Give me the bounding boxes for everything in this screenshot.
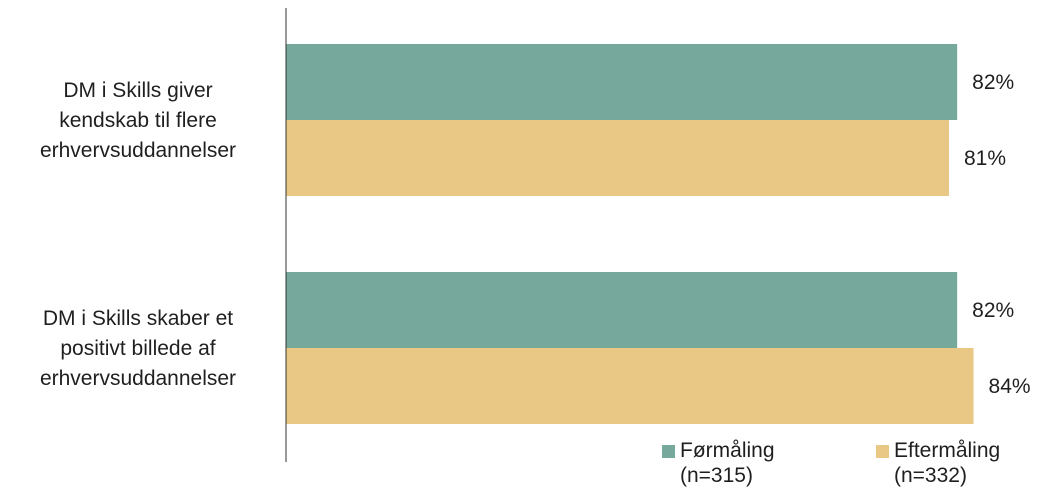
category-label-1-line-3: erhvervsuddannelser bbox=[40, 139, 236, 162]
bar-2-f-rm-ling bbox=[286, 272, 958, 348]
category-label-2: DM i Skills skaber et positivt billede af… bbox=[40, 307, 236, 390]
legend-swatch-eftermaling bbox=[876, 445, 889, 458]
category-labels-group: DM i Skills giver kendskab til flere erhve… bbox=[40, 79, 236, 390]
bars-group bbox=[286, 44, 974, 424]
legend-count-eftermaling: (n=332) bbox=[894, 464, 967, 487]
category-label-1: DM i Skills giver kendskab til flere erhve… bbox=[40, 79, 236, 162]
value-labels-group: 82% 81% 82% 84% bbox=[964, 71, 1031, 398]
category-label-1-line-2: kendskab til flere bbox=[59, 109, 217, 132]
legend-item-eftermaling: Eftermåling (n=332) bbox=[876, 438, 1000, 488]
legend-label-eftermaling: Eftermåling bbox=[894, 439, 1001, 462]
legend-label-formaling: Førmåling bbox=[680, 439, 775, 462]
legend-item-formaling: Førmåling (n=315) bbox=[662, 438, 775, 488]
legend: Førmåling (n=315) Eftermåling (n=332) bbox=[0, 438, 1048, 496]
category-label-2-line-1: DM i Skills skaber et bbox=[43, 307, 233, 330]
legend-swatch-formaling bbox=[662, 445, 675, 458]
category-label-2-line-3: erhvervsuddannelser bbox=[40, 367, 236, 390]
value-label-1-f-rm-ling: 82% bbox=[972, 71, 1014, 94]
bar-1-f-rm-ling bbox=[286, 44, 958, 120]
category-label-2-line-2: positivt billede af bbox=[60, 337, 215, 360]
legend-count-formaling: (n=315) bbox=[680, 464, 753, 487]
bar-2-efterm-ling bbox=[286, 348, 974, 424]
value-label-2-f-rm-ling: 82% bbox=[972, 299, 1014, 322]
value-label-1-efterm-ling: 81% bbox=[964, 147, 1006, 170]
value-label-2-efterm-ling: 84% bbox=[989, 375, 1031, 398]
category-label-1-line-1: DM i Skills giver bbox=[63, 79, 212, 102]
bar-1-efterm-ling bbox=[286, 120, 949, 196]
